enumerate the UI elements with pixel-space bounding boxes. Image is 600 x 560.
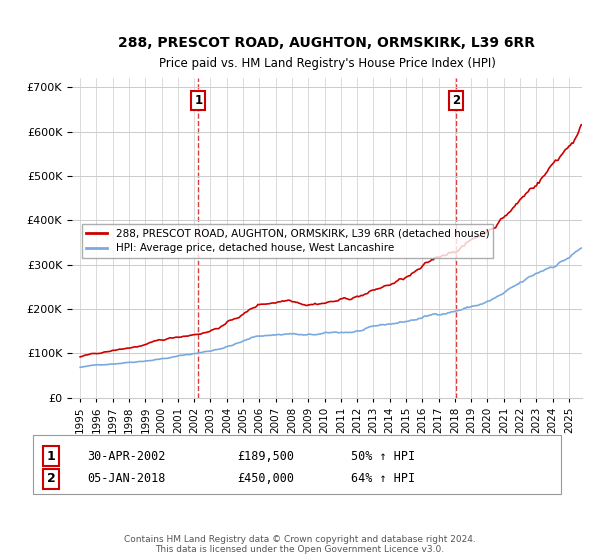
Text: 64% ↑ HPI: 64% ↑ HPI xyxy=(351,472,415,486)
Text: £450,000: £450,000 xyxy=(237,472,294,486)
Text: 50% ↑ HPI: 50% ↑ HPI xyxy=(351,450,415,463)
Text: 1: 1 xyxy=(194,94,202,107)
Text: Contains HM Land Registry data © Crown copyright and database right 2024.
This d: Contains HM Land Registry data © Crown c… xyxy=(124,535,476,554)
Text: 1: 1 xyxy=(47,450,55,463)
Text: 05-JAN-2018: 05-JAN-2018 xyxy=(87,472,166,486)
Text: 2: 2 xyxy=(452,94,460,107)
Legend: 288, PRESCOT ROAD, AUGHTON, ORMSKIRK, L39 6RR (detached house), HPI: Average pri: 288, PRESCOT ROAD, AUGHTON, ORMSKIRK, L3… xyxy=(82,224,493,258)
Text: 288, PRESCOT ROAD, AUGHTON, ORMSKIRK, L39 6RR: 288, PRESCOT ROAD, AUGHTON, ORMSKIRK, L3… xyxy=(119,36,536,50)
Text: 2: 2 xyxy=(47,472,55,486)
Text: 30-APR-2002: 30-APR-2002 xyxy=(87,450,166,463)
Text: £189,500: £189,500 xyxy=(237,450,294,463)
Text: Price paid vs. HM Land Registry's House Price Index (HPI): Price paid vs. HM Land Registry's House … xyxy=(158,58,496,71)
